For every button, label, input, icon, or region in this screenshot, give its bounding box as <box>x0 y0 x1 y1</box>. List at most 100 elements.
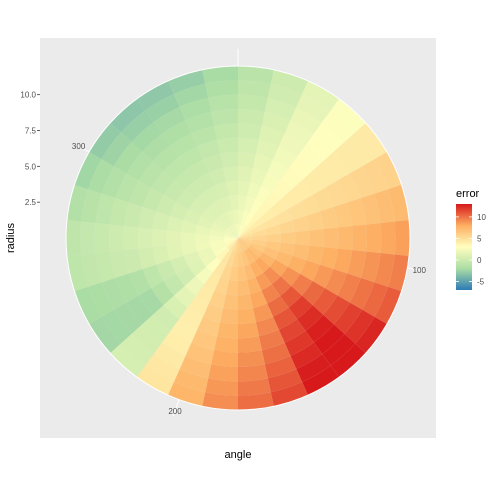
y-axis-label: radius <box>5 223 17 253</box>
heatmap-cell <box>197 246 214 260</box>
heatmap-cell <box>232 223 238 238</box>
heatmap-cell <box>258 125 285 147</box>
heatmap-cell <box>309 229 324 247</box>
heatmap-cell <box>246 277 262 295</box>
heatmap-cell <box>214 277 230 295</box>
heatmap-cell <box>179 355 212 379</box>
heatmap-cell <box>88 282 114 317</box>
heatmap-cell <box>235 223 238 238</box>
angle-tick-label: 200 <box>168 407 182 416</box>
heatmap-cell <box>238 137 259 154</box>
heatmap-cell <box>217 137 238 154</box>
heatmap-cell <box>108 224 124 252</box>
heatmap-cell <box>238 350 265 367</box>
heatmap-cell <box>248 245 263 258</box>
heatmap-cell <box>224 238 238 246</box>
heatmap-cell <box>333 302 363 334</box>
heatmap-cell <box>226 209 236 225</box>
heatmap-cell <box>312 161 338 188</box>
heatmap-cell <box>174 285 196 308</box>
heatmap-cell <box>263 266 281 285</box>
heatmap-cell <box>287 202 307 221</box>
heatmap-cell <box>195 266 213 285</box>
heatmap-cell <box>264 355 297 379</box>
heatmap-cell <box>265 240 281 252</box>
heatmap-cell <box>151 229 167 247</box>
heatmap-cell <box>152 145 180 171</box>
heatmap-cell <box>223 166 238 182</box>
heatmap-cell <box>238 238 249 250</box>
heatmap-cell <box>210 242 226 253</box>
heatmap-cell <box>355 316 387 354</box>
heatmap-cell <box>301 281 325 306</box>
angle-tick-labels: 100 200 300 <box>72 142 427 416</box>
heatmap-cell <box>123 226 139 250</box>
heatmap-cell <box>145 93 180 123</box>
heatmap-cell <box>65 220 82 256</box>
heatmap-cell <box>238 322 259 339</box>
angle-tick-label: 100 <box>413 266 427 275</box>
heatmap-cell <box>138 206 157 230</box>
heatmap-cell <box>238 123 262 140</box>
heatmap-cell <box>252 153 273 173</box>
heatmap-cell <box>195 172 215 192</box>
heatmap-cell <box>312 288 338 315</box>
heatmap-cell <box>280 168 302 191</box>
heatmap-cell <box>238 280 250 296</box>
heatmap-cell <box>250 223 266 234</box>
heatmap-cell <box>238 223 241 238</box>
heatmap-cell <box>170 319 198 343</box>
heatmap-cell <box>88 159 114 194</box>
heatmap-cell <box>74 152 102 190</box>
heatmap-cell <box>254 257 270 273</box>
heatmap-cell <box>180 242 198 256</box>
heatmap-cell <box>202 392 238 410</box>
heatmap-cell <box>272 146 297 169</box>
heatmap-cell <box>323 227 339 249</box>
heatmap-cell <box>266 233 281 243</box>
heatmap-cell <box>278 242 296 256</box>
heatmap-cell <box>214 181 230 199</box>
heatmap-cell <box>128 180 152 207</box>
heatmap-cell <box>238 94 268 112</box>
heatmap-cell <box>243 211 255 227</box>
heatmap-cell <box>246 214 260 229</box>
heatmap-cell <box>255 316 279 337</box>
heatmap-cell <box>280 190 301 210</box>
heatmap-cell <box>262 216 279 230</box>
heatmap-cell <box>208 167 227 186</box>
heatmap-cell <box>394 220 410 256</box>
heatmap-cell <box>296 93 331 123</box>
heatmap-cell <box>214 336 238 353</box>
heatmap-cell <box>170 133 198 157</box>
radius-tick-label: 7.5 <box>25 127 37 136</box>
heatmap-cell <box>278 319 306 343</box>
heatmap-cell <box>156 260 176 281</box>
heatmap-cell <box>184 276 205 296</box>
heatmap-cell <box>238 166 253 182</box>
heatmap-cell <box>352 224 367 252</box>
heatmap-cell <box>169 255 189 274</box>
heatmap-cell <box>216 247 230 262</box>
heatmap-cell <box>195 233 210 243</box>
heatmap-cell <box>229 238 238 252</box>
heatmap-cell <box>296 353 331 383</box>
heatmap-cell <box>220 264 233 281</box>
grid-lines <box>65 48 425 416</box>
radius-tick-label: 5.0 <box>25 162 37 171</box>
heatmap-cell <box>243 195 256 212</box>
heatmap-cell <box>249 198 264 215</box>
heatmap-cell <box>81 252 102 287</box>
heatmap-cell <box>138 161 164 188</box>
heatmap-cell <box>229 224 238 238</box>
heatmap-cell <box>347 249 367 278</box>
heatmap-cell <box>250 242 266 253</box>
heatmap-cell <box>305 314 334 343</box>
heatmap-cell <box>306 245 324 265</box>
heatmap-cell <box>238 233 253 238</box>
heatmap-cell <box>137 227 153 249</box>
heatmap-cell <box>183 251 201 267</box>
heatmap-cell <box>225 238 238 248</box>
heatmap-cell <box>360 251 381 283</box>
